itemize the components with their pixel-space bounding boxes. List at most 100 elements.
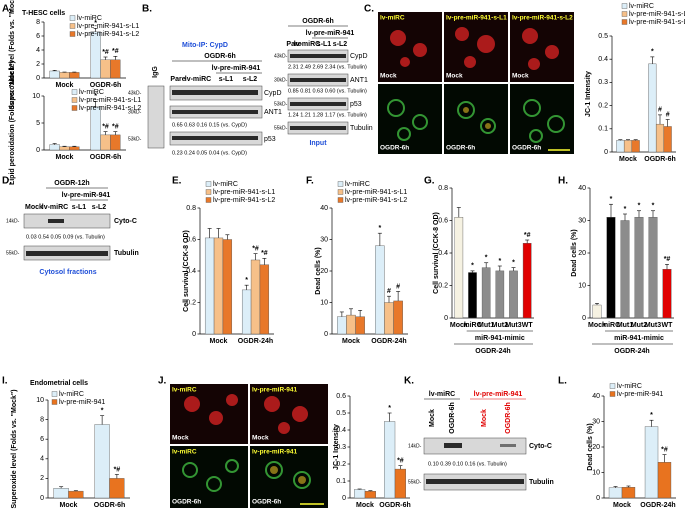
band [500, 444, 516, 447]
significance-mark: * [245, 277, 248, 284]
x-tick-label: Mut1 [617, 322, 633, 329]
significance-mark: * [94, 20, 97, 27]
x-tick-label: Mock [356, 502, 374, 509]
x-tick-label: Mock [60, 502, 78, 509]
y-axis-label: Dead cells (%) [587, 423, 594, 470]
blot-condition: OGDR-12h [54, 180, 89, 187]
x-tick-label: Mock [613, 502, 631, 509]
group-label: miR-941-mimic [475, 335, 525, 342]
legend-swatch [71, 105, 78, 111]
significance-mark: *# [114, 466, 121, 473]
bar [655, 123, 665, 153]
bar [90, 106, 101, 151]
bar [250, 259, 261, 335]
y-tick-label: 20 [320, 268, 328, 275]
marker: 55kD- [274, 125, 288, 131]
significance-mark: # [387, 288, 391, 295]
marker: 30kD- [274, 77, 288, 83]
marker: 53kD- [274, 101, 288, 107]
lane-label: OGDR-6h [449, 402, 456, 434]
panel-letter: F. [306, 176, 314, 187]
y-tick-label: 40 [578, 185, 586, 192]
panel-letter: J. [158, 376, 167, 387]
y-tick-label: 0.2 [186, 299, 196, 306]
y-tick-label: 0.4 [598, 56, 608, 63]
y-tick-label: 0.2 [336, 461, 346, 468]
y-axis-label: Superoxide level (Folds vs. "Mock") [9, 0, 16, 110]
blot-group: lv-pre-miR-941 [212, 65, 261, 72]
micrograph [444, 12, 508, 82]
band [48, 219, 64, 223]
legend-swatch [621, 19, 628, 25]
y-tick-label: 6 [36, 33, 40, 40]
band [290, 102, 346, 106]
bar [222, 239, 233, 335]
panel-letter: K. [404, 376, 414, 387]
micrograph [250, 446, 328, 508]
lane-label: s-L1 [219, 76, 234, 83]
legend-label: lv-pre-miR-941-s-L1 [345, 189, 407, 196]
panel-letter: L. [558, 376, 567, 387]
legend-label: lv-pre-miR-941 [617, 391, 663, 398]
y-tick-label: 40 [592, 393, 600, 400]
bar [110, 59, 121, 79]
y-axis-label: Cell survival (CCK-8 OD) [183, 230, 190, 312]
significance-mark: *# [252, 246, 259, 253]
bar [384, 302, 394, 335]
marker: 14kD- [6, 218, 20, 224]
y-tick-label: 8 [40, 416, 44, 423]
legend-swatch [205, 189, 212, 195]
legend-label: lv-pre-miR-941-s-L1 [77, 23, 139, 30]
lane-label: Mock [25, 204, 43, 211]
bar [59, 72, 70, 79]
micrograph [510, 12, 574, 82]
bar [621, 487, 636, 499]
y-tick-label: 0.6 [186, 236, 196, 243]
x-tick-label: Mut2 [492, 322, 508, 329]
x-tick-label: Mock [450, 322, 468, 329]
micrograph [170, 384, 248, 444]
y-tick-label: 0.6 [438, 217, 448, 224]
significance-mark: *# [661, 446, 668, 453]
significance-mark: * [610, 196, 613, 203]
y-tick-label: 10 [32, 93, 40, 100]
bar [393, 300, 403, 335]
image-label: lv-pre-miR-941 [252, 387, 298, 394]
bar [644, 426, 659, 499]
bar [68, 490, 84, 499]
y-axis-label: Lipid peroxidation (Folds vs. "Mock") [9, 61, 16, 185]
legend-swatch [51, 399, 58, 405]
y-tick-label: 10 [578, 282, 586, 289]
y-tick-label: 0.1 [598, 126, 608, 133]
y-tick-label: 0.4 [438, 250, 448, 257]
bar [608, 487, 623, 499]
image-label: lv-miRC [380, 15, 405, 22]
bar [634, 217, 644, 319]
row-label: ANT1 [264, 109, 282, 116]
y-tick-label: 0 [444, 315, 448, 322]
lane-label: lv-miRC [294, 41, 320, 48]
x-tick-label: WT [662, 322, 674, 329]
row-label: CypD [350, 53, 368, 60]
bar [364, 491, 377, 499]
band [26, 251, 108, 256]
panel-letter: A. [2, 4, 12, 15]
bar-chart: 0 5 10 Lipid peroxidation (Folds vs. "Mock"… [9, 61, 141, 185]
y-tick-label: 2 [40, 475, 44, 482]
y-axis-label: JC-1 Intensity [585, 71, 592, 117]
x-tick-label: Mock [342, 338, 360, 345]
significance-mark: *# [397, 458, 404, 465]
significance-mark: * [638, 203, 641, 210]
legend-swatch [69, 23, 76, 29]
legend-swatch [51, 391, 58, 397]
panel-letter: D. [2, 176, 12, 187]
y-tick-label: 6 [40, 436, 44, 443]
image-label: Mock [512, 73, 529, 80]
legend-label: lv-pre-miR-941-s-L1 [79, 97, 141, 104]
y-tick-label: 0.4 [336, 427, 346, 434]
image-label: OGDR-6h [512, 145, 541, 152]
row-label: ANT1 [350, 77, 368, 84]
panel-letter: B. [142, 4, 152, 15]
bar [454, 217, 464, 319]
bar [90, 31, 101, 79]
